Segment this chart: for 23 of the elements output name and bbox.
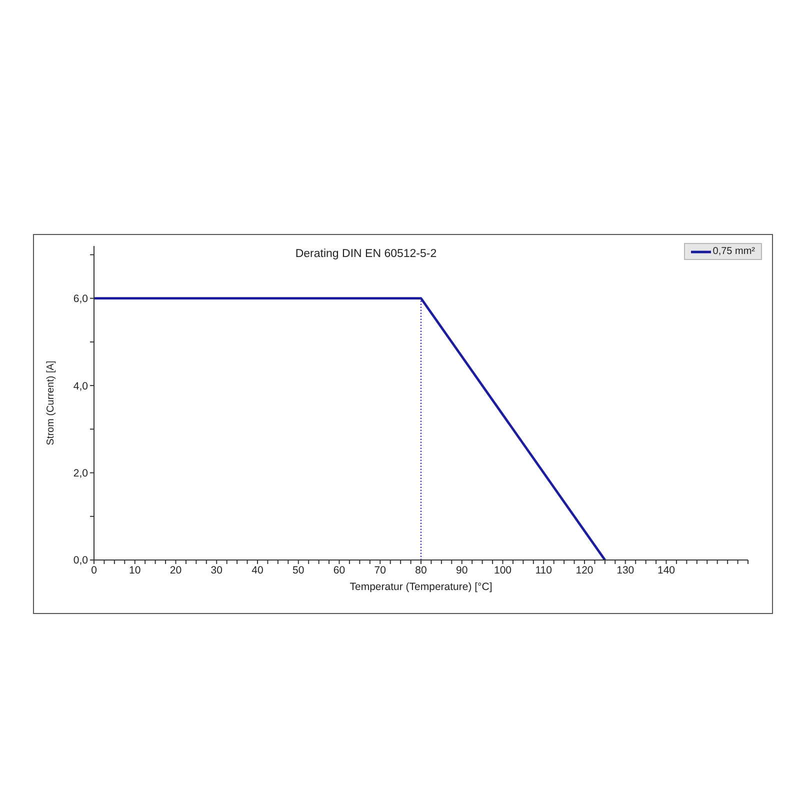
chart-title: Derating DIN EN 60512-5-2 [294, 248, 438, 260]
x-tick-label: 50 [292, 564, 304, 576]
x-tick-label: 110 [535, 564, 552, 576]
y-tick-label: 4,0 [73, 380, 88, 392]
x-tick-label: 0 [91, 564, 98, 576]
x-tick-label: 120 [576, 564, 594, 576]
x-tick-label: 130 [616, 564, 634, 576]
x-tick-label: 20 [170, 564, 182, 576]
x-tick-label: 60 [333, 564, 346, 576]
y-tick-label: 0,0 [73, 554, 88, 567]
x-tick-label: 70 [374, 564, 386, 576]
x-tick-label: 30 [210, 564, 223, 576]
x-tick-label: 10 [129, 564, 141, 576]
y-tick-label: 6,0 [73, 293, 88, 306]
y-tick-label: 2,0 [73, 468, 88, 480]
x-tick-label: 100 [494, 564, 512, 576]
x-axis-title: Temperatur (Temperature) [°C] [350, 581, 492, 593]
x-tick-label: 90 [456, 564, 468, 576]
legend-label: 0,75 mm² [712, 246, 755, 257]
y-axis-title: Strom (Current) [A] [46, 360, 57, 446]
x-tick-label: 140 [657, 564, 676, 576]
x-tick-label: 80 [415, 564, 427, 576]
x-tick-label: 40 [252, 564, 264, 576]
